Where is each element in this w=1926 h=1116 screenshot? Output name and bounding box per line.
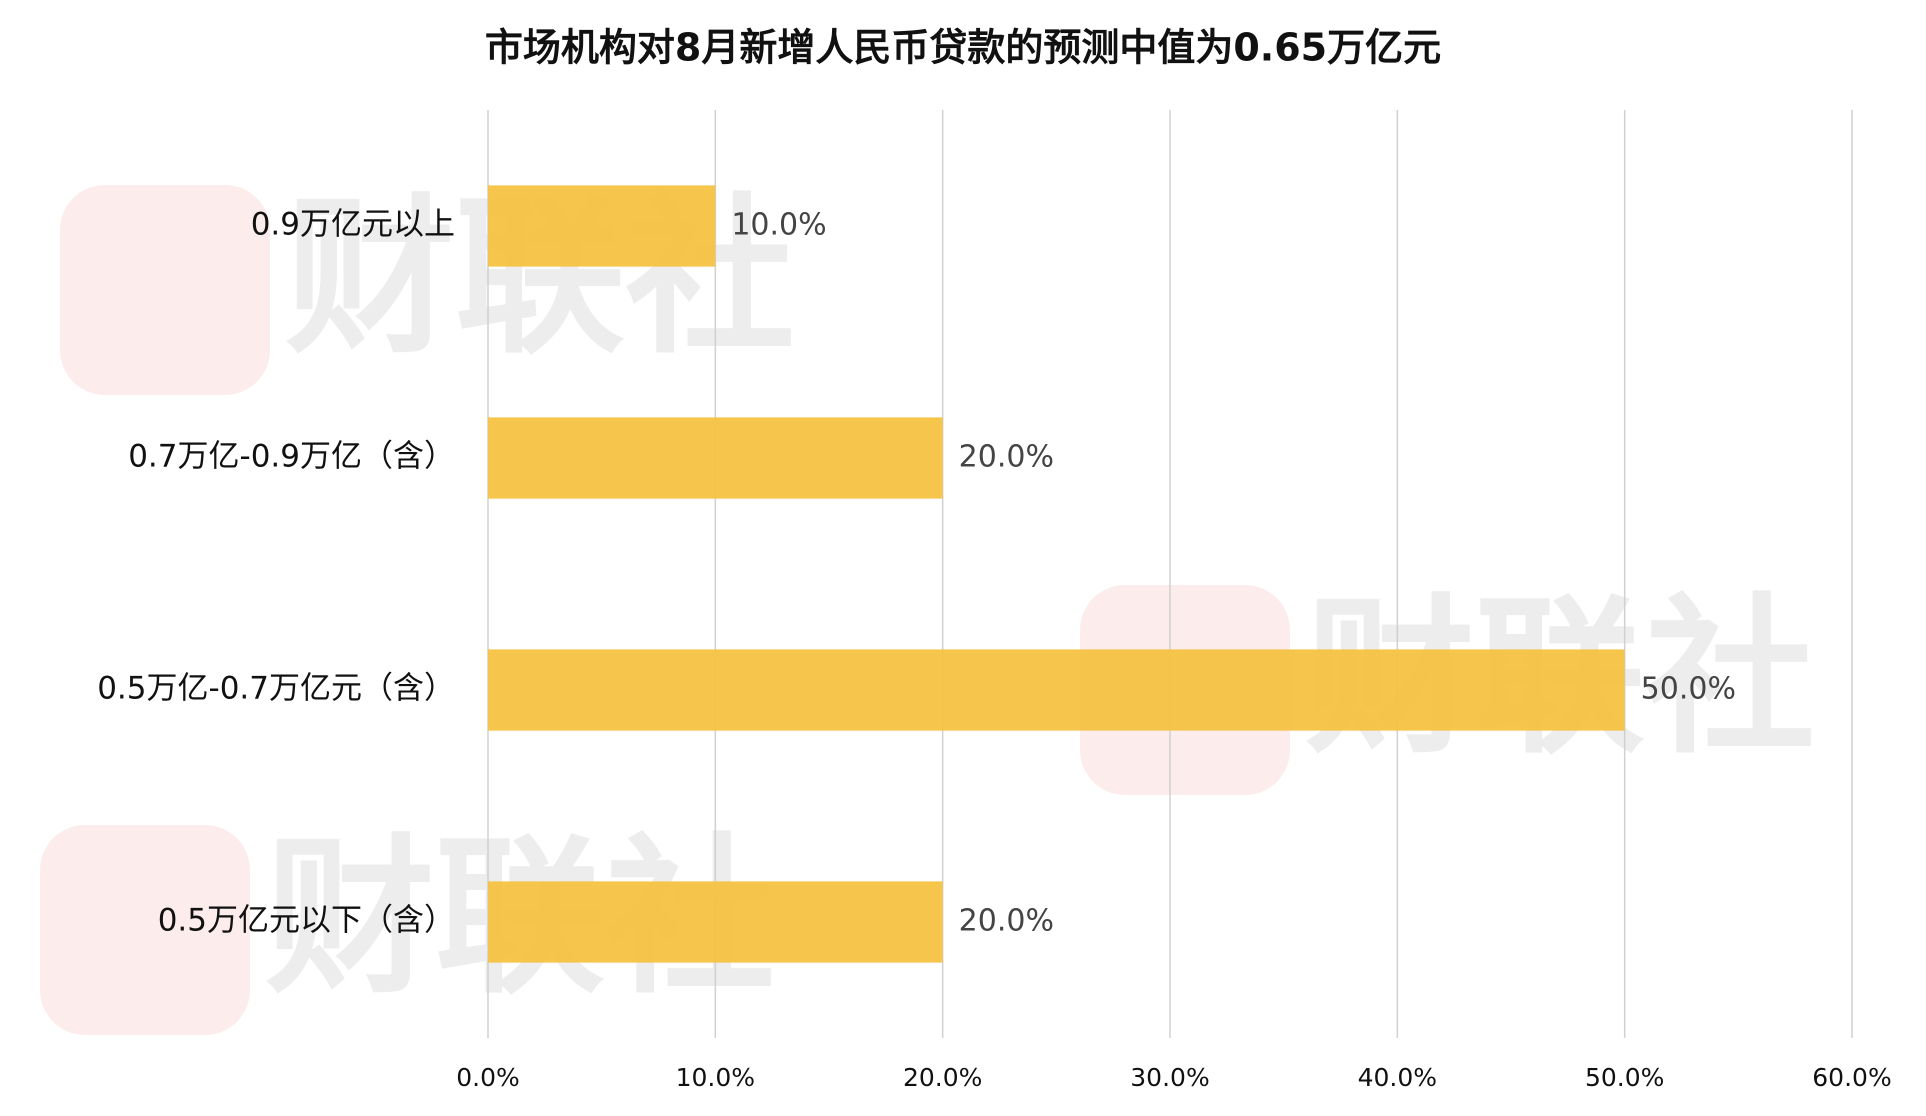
x-tick-label: 40.0% bbox=[1358, 1063, 1437, 1092]
bar bbox=[488, 185, 716, 267]
x-tick-label: 20.0% bbox=[903, 1063, 982, 1092]
y-tick-label: 0.7万亿-0.9万亿（含） bbox=[128, 439, 455, 475]
y-tick-label: 0.9万亿元以上 bbox=[251, 207, 455, 243]
value-label: 20.0% bbox=[959, 440, 1054, 475]
watermark-logo bbox=[60, 185, 270, 395]
x-tick-label: 0.0% bbox=[456, 1063, 520, 1092]
x-tick-label: 10.0% bbox=[676, 1063, 755, 1092]
chart-title: 市场机构对8月新增人民币贷款的预测中值为0.65万亿元 bbox=[485, 26, 1441, 70]
value-label: 20.0% bbox=[959, 904, 1054, 939]
x-tick-label: 60.0% bbox=[1812, 1063, 1891, 1092]
x-tick-label: 30.0% bbox=[1130, 1063, 1209, 1092]
value-label: 10.0% bbox=[731, 208, 826, 243]
value-label: 50.0% bbox=[1641, 672, 1736, 707]
x-tick-label: 50.0% bbox=[1585, 1063, 1664, 1092]
watermark-logo bbox=[40, 825, 250, 1035]
bar bbox=[488, 649, 1625, 731]
y-tick-label: 0.5万亿-0.7万亿元（含） bbox=[97, 671, 455, 707]
bar bbox=[488, 417, 943, 499]
y-tick-label: 0.5万亿元以下（含） bbox=[158, 903, 455, 939]
bar bbox=[488, 881, 943, 963]
